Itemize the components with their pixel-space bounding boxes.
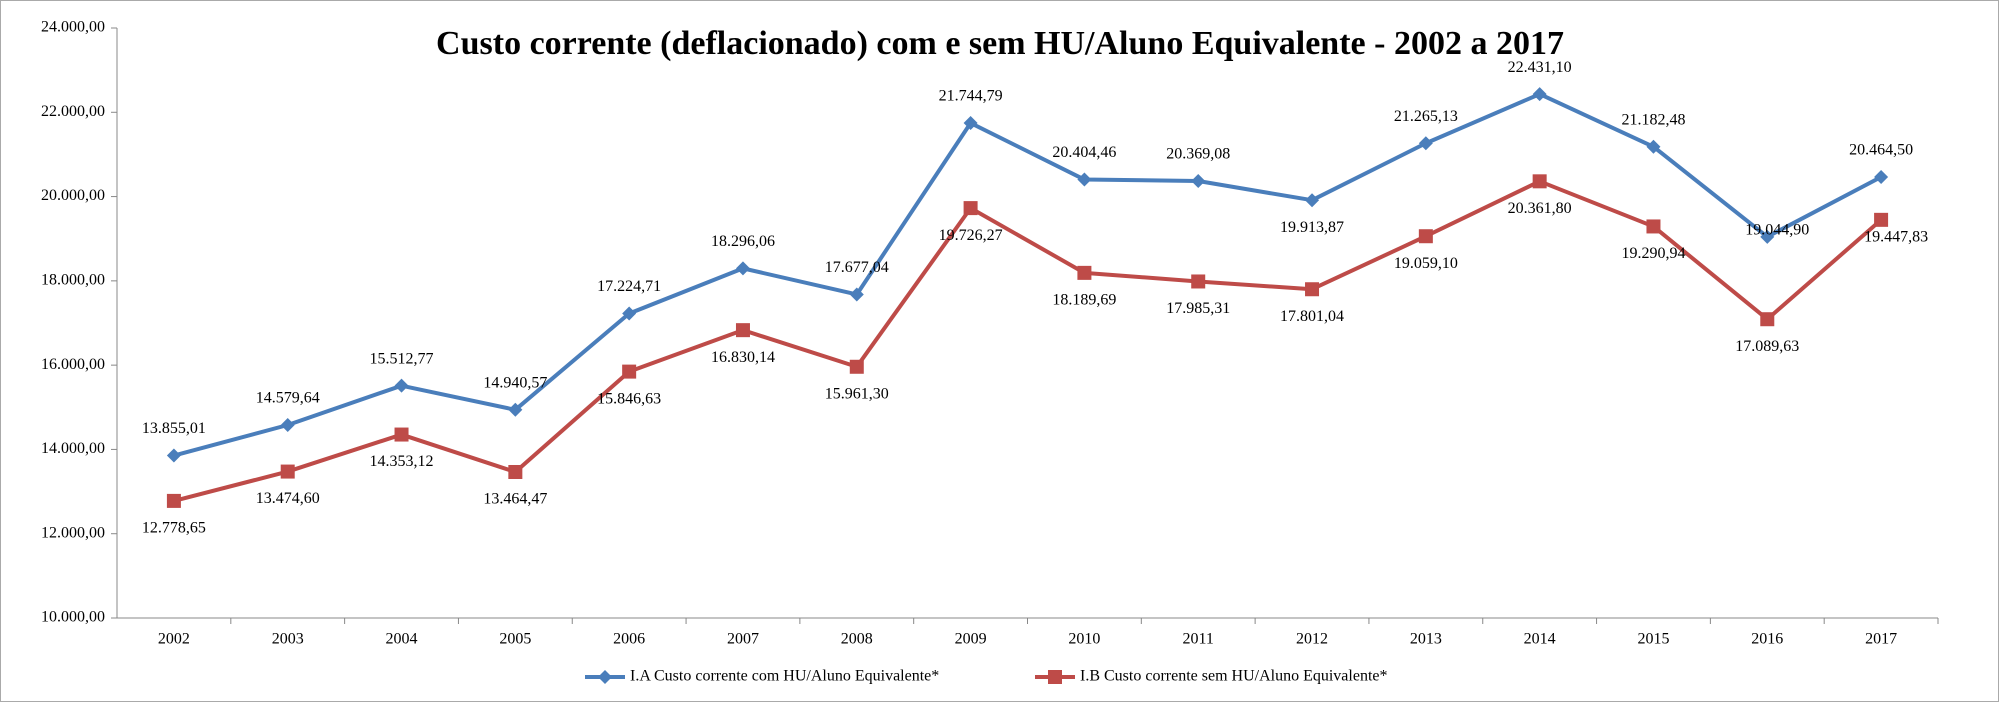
x-tick-label: 2013	[1410, 631, 1442, 648]
data-label: 13.464,47	[483, 491, 547, 508]
x-tick-label: 2011	[1183, 631, 1214, 648]
data-label: 15.961,30	[825, 385, 889, 402]
data-point	[1874, 212, 1889, 227]
data-label: 18.296,06	[711, 233, 775, 250]
y-tick-label: 24.000,00	[41, 19, 105, 36]
data-label: 20.361,80	[1508, 200, 1572, 217]
y-tick-label: 18.000,00	[41, 272, 105, 289]
x-tick-label: 2014	[1524, 631, 1556, 648]
data-label: 22.431,10	[1508, 59, 1572, 76]
data-point	[1760, 229, 1775, 244]
data-point	[1760, 312, 1775, 327]
data-label: 13.474,60	[256, 490, 320, 507]
data-point	[394, 378, 409, 393]
series-line	[173, 179, 1883, 503]
data-label: 15.846,63	[597, 390, 661, 407]
legend-label: I.B Custo corrente sem HU/Aluno Equivale…	[1080, 668, 1388, 685]
x-tick-label: 2017	[1865, 631, 1897, 648]
data-point	[1077, 172, 1092, 187]
data-point	[1305, 193, 1320, 208]
data-label: 15.512,77	[370, 350, 434, 367]
x-tick-label: 2002	[158, 631, 190, 648]
data-point	[963, 116, 978, 131]
data-label: 21.265,13	[1394, 108, 1458, 125]
x-tick-label: 2010	[1068, 631, 1100, 648]
data-point	[1418, 229, 1433, 244]
x-tick-label: 2009	[955, 631, 987, 648]
data-point	[1532, 174, 1547, 189]
chart-title: Custo corrente (deflacionado) com e sem …	[436, 25, 1564, 62]
x-tick-label: 2012	[1296, 631, 1328, 648]
data-label: 20.404,46	[1052, 144, 1116, 161]
data-label: 19.059,10	[1394, 255, 1458, 272]
y-tick-label: 12.000,00	[41, 524, 105, 541]
data-point	[166, 493, 181, 508]
data-point	[394, 427, 409, 442]
data-point	[280, 464, 295, 479]
data-label: 12.778,65	[142, 520, 206, 537]
x-tick-label: 2008	[841, 631, 873, 648]
data-label: 14.940,57	[483, 374, 547, 391]
data-point	[1191, 274, 1206, 289]
data-point	[1646, 219, 1661, 234]
data-label: 13.855,01	[142, 420, 206, 437]
data-point	[849, 287, 864, 302]
data-label: 19.044,90	[1745, 221, 1809, 238]
data-point	[508, 464, 523, 479]
data-label: 20.369,08	[1166, 146, 1230, 163]
data-point	[735, 261, 750, 276]
y-tick-label: 20.000,00	[41, 187, 105, 204]
data-label: 18.189,69	[1052, 292, 1116, 309]
data-point	[622, 306, 637, 321]
data-point	[1874, 169, 1889, 184]
data-point	[1418, 136, 1433, 151]
data-label: 19.726,27	[939, 227, 1003, 244]
data-label: 14.353,12	[370, 453, 434, 470]
data-label: 17.677,04	[825, 259, 889, 276]
legend-marker	[1048, 670, 1062, 684]
series-line	[173, 92, 1883, 458]
y-tick-label: 14.000,00	[41, 440, 105, 457]
data-point	[1305, 282, 1320, 297]
data-label: 17.089,63	[1735, 338, 1799, 355]
data-label: 19.447,83	[1864, 229, 1928, 246]
data-label: 16.830,14	[711, 349, 775, 366]
x-tick-label: 2016	[1751, 631, 1783, 648]
data-label: 17.985,31	[1166, 300, 1230, 317]
x-tick-label: 2004	[386, 631, 418, 648]
data-label: 20.464,50	[1849, 142, 1913, 159]
data-point	[622, 364, 637, 379]
x-tick-label: 2006	[613, 631, 645, 648]
data-point	[735, 323, 750, 338]
y-tick-label: 22.000,00	[41, 103, 105, 120]
data-label: 21.182,48	[1621, 111, 1685, 128]
data-label: 14.579,64	[256, 390, 320, 407]
data-label: 17.224,71	[597, 278, 661, 295]
x-tick-label: 2015	[1637, 631, 1669, 648]
data-point	[508, 402, 523, 417]
data-point	[1191, 174, 1206, 189]
data-label: 19.913,87	[1280, 219, 1344, 236]
data-label: 21.744,79	[939, 88, 1003, 105]
x-tick-label: 2005	[499, 631, 531, 648]
legend-label: I.A Custo corrente com HU/Aluno Equivale…	[630, 668, 939, 685]
data-label: 19.290,94	[1621, 245, 1685, 262]
data-point	[1532, 87, 1547, 102]
data-label: 17.801,04	[1280, 308, 1344, 325]
y-tick-label: 16.000,00	[41, 356, 105, 373]
x-tick-label: 2003	[272, 631, 304, 648]
data-point	[849, 359, 864, 374]
data-point	[1646, 139, 1661, 154]
data-point	[166, 448, 181, 463]
x-tick-label: 2007	[727, 631, 759, 648]
y-tick-label: 10.000,00	[41, 609, 105, 626]
legend-marker	[598, 670, 612, 684]
data-point	[280, 418, 295, 433]
data-point	[963, 201, 978, 216]
data-point	[1077, 265, 1092, 280]
